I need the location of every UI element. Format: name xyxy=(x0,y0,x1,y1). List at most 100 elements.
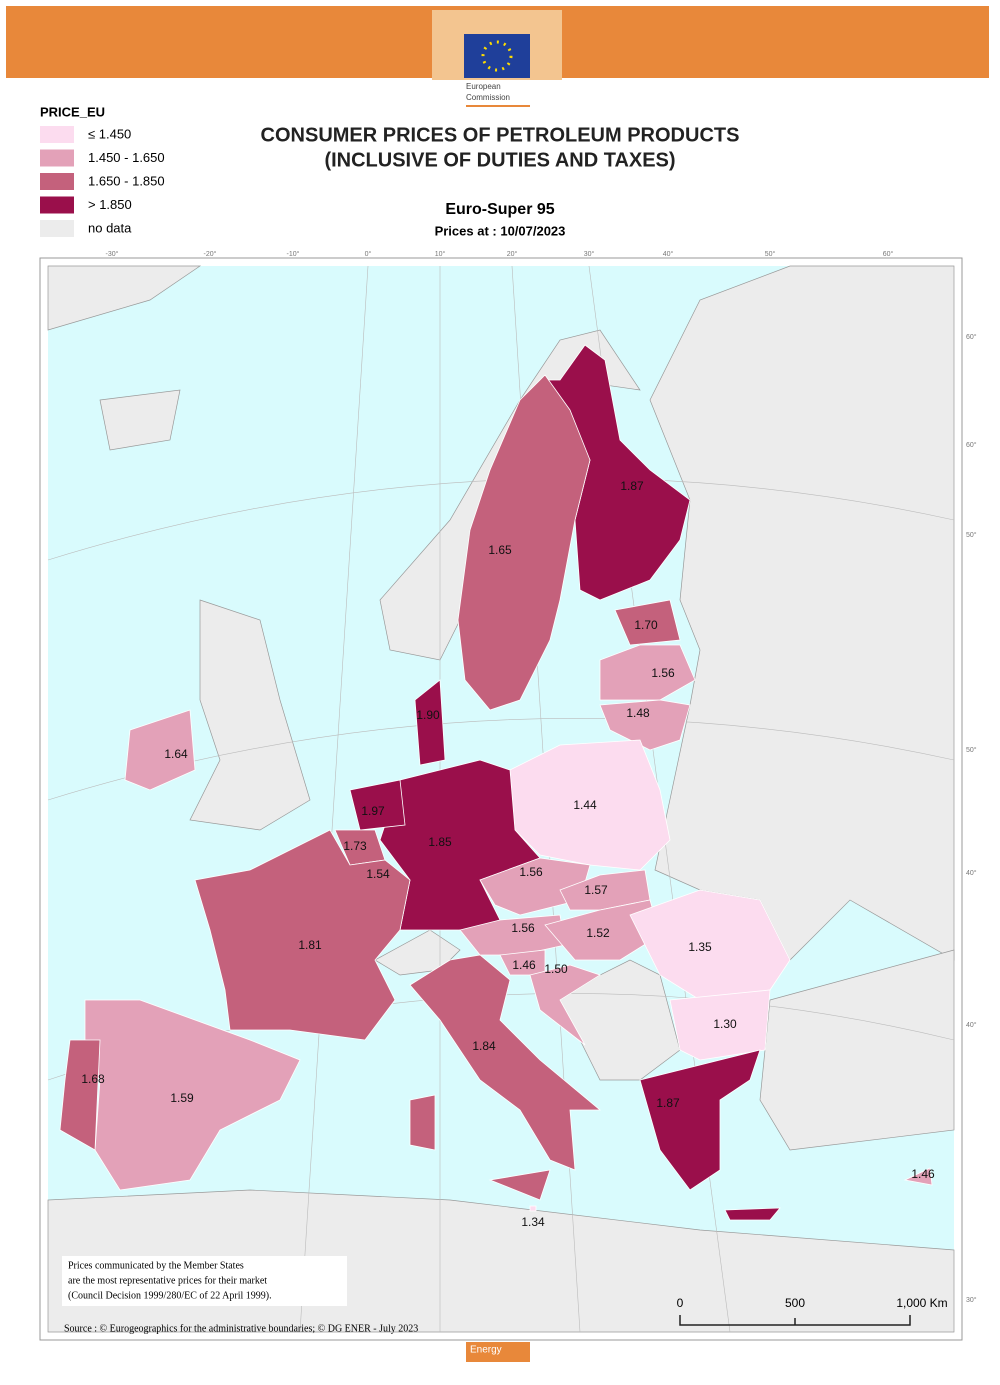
title: (INCLUSIVE OF DUTIES AND TAXES) xyxy=(324,149,675,171)
country xyxy=(529,1205,537,1212)
country xyxy=(194,829,411,1041)
legend-swatch xyxy=(40,149,74,167)
country-price: 1.65 xyxy=(488,543,512,557)
country xyxy=(124,709,196,791)
country-price: 1.35 xyxy=(688,940,712,954)
scale-bar xyxy=(679,1315,911,1326)
graticule-label: 50° xyxy=(765,250,776,258)
country xyxy=(409,1094,436,1151)
country-price: 1.46 xyxy=(911,1167,935,1181)
graticule-labels: -30° -20° -10° 0° 10° 20° 30° 40° 50° 60° 60° 60° 50… xyxy=(106,250,977,1304)
legend-label: 1.450 - 1.650 xyxy=(88,150,165,165)
country xyxy=(903,1167,933,1186)
country xyxy=(529,964,601,1046)
flag-stars xyxy=(481,40,513,72)
subtitle: Euro-Super 95 xyxy=(445,201,554,218)
graticule-label: -30° xyxy=(106,250,119,258)
scale-label: 500 xyxy=(785,1296,805,1310)
eu-flag xyxy=(464,34,530,78)
graticule-label: 50° xyxy=(966,531,977,539)
country-price: 1.59 xyxy=(170,1091,194,1105)
graticule-label: 60° xyxy=(966,441,977,449)
country-price: 1.81 xyxy=(298,938,322,952)
graticule-label: -10° xyxy=(287,250,300,258)
country-price: 1.50 xyxy=(544,962,568,976)
note-box xyxy=(62,1256,347,1306)
title: CONSUMER PRICES OF PETROLEUM PRODUCTS xyxy=(261,124,740,146)
country-price: 1.73 xyxy=(343,839,367,853)
graticule-line xyxy=(299,265,369,1333)
legend-swatch xyxy=(40,173,74,190)
country-price: 1.34 xyxy=(521,1215,545,1229)
country-price: 1.70 xyxy=(634,618,658,632)
country-price: 1.48 xyxy=(626,706,650,720)
legend-swatch xyxy=(40,220,74,237)
graticule-label: 40° xyxy=(966,869,977,877)
country xyxy=(509,739,671,871)
legend-swatch xyxy=(40,126,74,143)
non-eu-land xyxy=(47,265,202,331)
regions: 1.87 1.65 1.70 1.56 1.48 1.44 1.85 1.90 1.97 1.73… xyxy=(59,344,935,1229)
country xyxy=(614,599,681,646)
country xyxy=(724,1207,781,1221)
date: Prices at : 10/07/2023 xyxy=(435,223,566,238)
country xyxy=(488,1169,551,1201)
graticule-label: 10° xyxy=(435,250,446,258)
country-price: 1.84 xyxy=(472,1039,496,1053)
country xyxy=(414,679,446,766)
country-price: 1.68 xyxy=(81,1072,105,1086)
country-price: 1.87 xyxy=(620,479,644,493)
country xyxy=(59,1039,101,1151)
scale-label: 0 xyxy=(677,1296,684,1310)
country-price: 1.87 xyxy=(656,1096,680,1110)
country-price: 1.64 xyxy=(164,747,188,761)
country xyxy=(639,1049,761,1191)
graticule-label: 60° xyxy=(883,250,894,258)
graticule-label: -20° xyxy=(204,250,217,258)
non-eu-land xyxy=(99,389,181,451)
logo-text: Commission xyxy=(466,93,510,102)
non-eu-land xyxy=(189,599,311,831)
graticule-label: 60° xyxy=(966,333,977,341)
non-eu-land xyxy=(559,959,681,1081)
footer: Energy xyxy=(470,1345,502,1356)
non-eu-land xyxy=(649,265,955,961)
country-price: 1.54 xyxy=(366,867,390,881)
graticule-label: 20° xyxy=(507,250,518,258)
graticule-label: 0° xyxy=(365,250,372,258)
scale-label: 1,000 Km xyxy=(896,1296,947,1310)
graticule-label: 30° xyxy=(966,1296,977,1304)
country xyxy=(349,779,406,831)
country-price: 1.97 xyxy=(361,804,385,818)
country-price: 1.90 xyxy=(416,708,440,722)
country xyxy=(669,989,771,1061)
country-price: 1.85 xyxy=(428,835,452,849)
country-price: 1.44 xyxy=(573,798,597,812)
country xyxy=(599,644,696,701)
note: Prices communicated by the Member States xyxy=(68,1260,244,1271)
country-price: 1.46 xyxy=(512,958,536,972)
country xyxy=(457,374,591,711)
country-price: 1.56 xyxy=(511,921,535,935)
graticule-label: 40° xyxy=(966,1021,977,1029)
logo-text: European xyxy=(466,82,501,91)
legend-label: > 1.850 xyxy=(88,197,132,212)
graticule-label: 30° xyxy=(584,250,595,258)
source: Source : © Eurogeographics for the admin… xyxy=(64,1323,418,1334)
country-price: 1.30 xyxy=(713,1017,737,1031)
legend-label: 1.650 - 1.850 xyxy=(88,173,165,188)
country xyxy=(599,699,691,751)
country-price: 1.56 xyxy=(519,865,543,879)
country xyxy=(409,954,602,1171)
footer-tab xyxy=(466,1342,530,1362)
graticule-label: 40° xyxy=(663,250,674,258)
graticule-label: 50° xyxy=(966,746,977,754)
legend: ≤ 1.450 1.450 - 1.650 1.650 - 1.850 > 1.850… xyxy=(40,126,165,237)
country-price: 1.57 xyxy=(584,883,608,897)
note: (Council Decision 1999/280/EC of 22 Apri… xyxy=(68,1290,272,1301)
legend-label: ≤ 1.450 xyxy=(88,126,131,141)
country-price: 1.52 xyxy=(586,926,610,940)
non-eu-land xyxy=(759,949,955,1151)
